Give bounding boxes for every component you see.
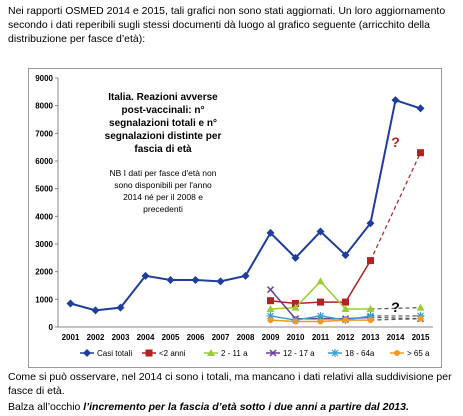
x-tick-label: 2002: [87, 333, 105, 342]
x-tick-label: 2001: [62, 333, 80, 342]
x-tick-label: 2006: [187, 333, 205, 342]
x-tick-label: 2015: [412, 333, 430, 342]
point: [141, 271, 150, 280]
gap-bridge: [370, 316, 421, 320]
point: [191, 275, 200, 284]
y-tick-label: 0: [49, 323, 54, 332]
chart-title: segnalazioni distinte per: [105, 131, 222, 142]
intro: Nei rapporti OSMED 2014 e 2015, tali gra…: [8, 5, 446, 45]
final-emphasis: l’incremento per la fascia d’età sotto i…: [83, 401, 409, 413]
point: [417, 315, 424, 322]
point: [241, 271, 250, 280]
point: [291, 253, 300, 262]
chart-title: post-vaccinali: n°: [122, 105, 205, 116]
point: [316, 311, 325, 320]
chart-note: NB I dati per fasce d'età non: [110, 168, 217, 178]
point: [266, 228, 275, 237]
point: [342, 317, 349, 324]
point: [291, 303, 300, 311]
point: [266, 305, 275, 313]
point: [417, 149, 424, 157]
y-tick-label: 5000: [35, 185, 53, 194]
y-tick-label: 6000: [35, 157, 53, 166]
x-tick-label: 2003: [112, 333, 130, 342]
x-tick-label: 2005: [162, 333, 180, 342]
legend-label: 18 - 64a: [345, 349, 375, 358]
point: [367, 317, 374, 324]
point: [216, 277, 225, 286]
point: [166, 275, 175, 284]
legend-label: Casi totali: [97, 349, 132, 358]
point: [366, 219, 375, 228]
point: [317, 318, 324, 325]
chart-note: 2014 né per il 2008 e: [123, 192, 203, 202]
legend-label: 2 - 11 a: [221, 349, 248, 358]
title-box-bg: [88, 86, 238, 158]
gap-bridge: [370, 318, 421, 321]
point: [292, 318, 299, 325]
final-lead: Balza all’occhio: [8, 401, 84, 413]
legend-label: > 65 a: [407, 349, 430, 358]
gap-bridge: [369, 152, 422, 261]
point: [367, 257, 374, 265]
title-box: Italia. Reazioni avverse post-vaccinali: …: [88, 86, 238, 214]
legend-label: <2 anni: [159, 349, 186, 358]
point: [316, 227, 325, 236]
legend-marker: [145, 349, 153, 357]
point: [267, 317, 274, 324]
legend-marker: [394, 350, 400, 356]
chart-note: precedenti: [143, 204, 183, 214]
point: [366, 311, 375, 320]
x-tick-label: 2009: [262, 333, 280, 342]
point: [116, 303, 125, 312]
y-tick-label: 1000: [35, 295, 53, 304]
gap-bridge: [370, 307, 421, 310]
point: [317, 298, 324, 306]
point: [66, 299, 75, 308]
x-tick-label: 2007: [212, 333, 230, 342]
legend-marker: [207, 349, 215, 356]
x-tick-label: 2014: [387, 333, 405, 342]
x-tick-label: 2010: [287, 333, 305, 342]
chart: 0 1000 2000 3000 4000 5000 6000 7000 8000 9000 200…: [28, 68, 442, 368]
y-tick-label: 7000: [35, 129, 53, 138]
point: [416, 104, 425, 113]
annotation: ?: [391, 299, 400, 315]
point: [316, 277, 325, 285]
legend-marker: [331, 349, 339, 357]
x-tick-label: 2012: [337, 333, 355, 342]
legend-marker: [269, 349, 277, 357]
point: [267, 297, 274, 305]
y-tick-label: 8000: [35, 102, 53, 111]
y-tick-label: 3000: [35, 240, 53, 249]
chart-title: fascia di età: [134, 144, 192, 155]
y-tick-label: 9000: [35, 74, 53, 83]
final: Balza all’occhio l’incremento per la fas…: [8, 400, 458, 414]
point: [341, 305, 350, 313]
annotation: ?: [391, 134, 400, 150]
legend-label: 12 - 17 a: [283, 349, 315, 358]
point: [416, 303, 425, 311]
point: [341, 251, 350, 260]
point: [366, 305, 375, 313]
point: [266, 311, 275, 320]
x-tick-label: 2008: [237, 333, 255, 342]
chart-title: segnalazioni totali e n°: [109, 118, 217, 129]
y-tick-label: 4000: [35, 212, 53, 221]
x-tick-label: 2004: [137, 333, 155, 342]
point: [342, 298, 349, 306]
x-tick-label: 2011: [312, 333, 330, 342]
chart-title: Italia. Reazioni avverse: [108, 92, 218, 103]
point: [266, 286, 275, 294]
y-tick-label: 2000: [35, 268, 53, 277]
point: [391, 96, 400, 105]
x-tick-label: 2013: [362, 333, 380, 342]
point: [292, 299, 299, 307]
outro: Come si può osservare, nel 2014 ci sono …: [8, 371, 452, 397]
chart-note: sono disponibili per l'anno: [114, 180, 212, 190]
legend-marker: [83, 349, 91, 357]
point: [91, 306, 100, 315]
